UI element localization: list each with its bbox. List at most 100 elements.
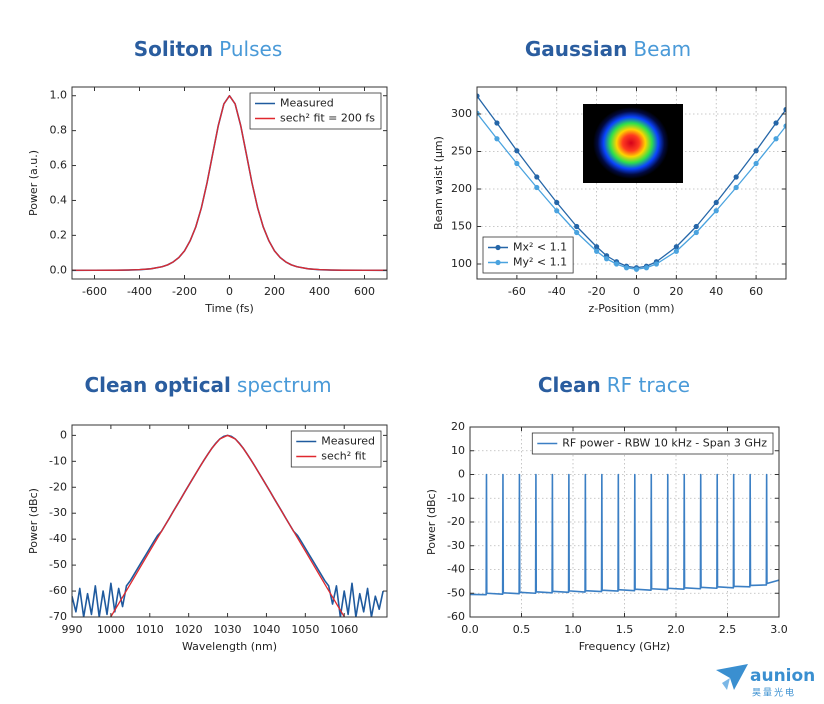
y-tick-label: -50 [447,586,465,599]
y-tick-label: 0.4 [50,193,68,206]
x-tick-label: 0.0 [461,623,479,636]
x-tick-label: 1030 [214,623,242,636]
y-tick-label: 0.6 [50,159,68,172]
x-tick-label: 1040 [252,623,280,636]
legend-box [531,432,774,455]
x-tick-label: -40 [548,285,566,298]
plot-data [477,93,786,272]
legend-label: Measured [321,435,375,448]
logo-subtext: 昊量光电 [752,687,796,699]
data-point [753,160,759,167]
x-tick-label: 0.5 [513,623,531,636]
data-point [594,248,600,254]
data-point [594,244,600,250]
series-line [109,434,346,617]
x-axis-label: Wavelength (nm) [182,640,277,653]
x-tick-label: 60 [749,285,763,298]
chart-title-part: Clean optical [84,373,230,397]
x-tick-label: 990 [62,623,83,636]
legend-marker [495,244,501,251]
y-axis-label: Power (dBc) [27,488,40,554]
plot-data [470,473,779,596]
data-point [574,229,580,236]
chart-title-part: Clean [538,373,601,397]
data-point [514,148,520,154]
y-tick-label: -60 [49,584,67,597]
y-axis-label: Beam waist (µm) [432,136,445,230]
chart-title: Gaussian Beam [525,37,691,61]
y-tick-label: -50 [49,558,67,571]
x-tick-label: 0 [633,285,640,298]
x-tick-label: 2.5 [719,623,737,636]
legend-label: sech² fit [321,450,366,463]
y-axis-label: Power (dBc) [425,489,438,555]
chart-title-part: Pulses [219,37,282,61]
x-tick-label: 1.0 [564,623,582,636]
data-point [494,136,500,142]
plot-data [72,94,387,272]
legend-label: Measured [280,97,334,110]
y-tick-label: 150 [451,220,472,233]
data-point [623,265,630,271]
legend-label: My² < 1.1 [513,256,567,269]
x-tick-label: 1060 [330,623,358,636]
x-tick-label: -60 [508,285,526,298]
y-axis-label: Power (a.u.) [27,150,40,216]
x-tick-label: 1010 [136,623,164,636]
series-line [477,112,786,270]
data-point [773,120,779,126]
chart-title: Clean RF trace [538,373,690,397]
y-tick-label: 0 [60,428,67,441]
chart-panel: Clean RF trace 0.0 0.5 1.0 1.5 2.0 2.5 3.0 -60 -50… [425,373,788,654]
data-point [713,199,719,206]
legend: RF power - RBW 10 kHz - Span 3 GHz [531,432,774,455]
data-point [514,160,520,167]
data-point [783,106,786,113]
plot-data [72,434,384,617]
data-point [477,110,480,116]
y-tick-label: 200 [451,182,472,195]
x-tick-label: 3.0 [770,623,788,636]
data-point [783,123,786,129]
data-point [753,148,759,154]
y-tick-label: 10 [451,444,465,457]
data-point [477,93,480,99]
y-tick-label: -10 [447,491,465,504]
plot-frame [476,86,787,280]
series-line [470,473,779,596]
y-tick-label: 250 [451,145,472,158]
x-tick-label: -600 [82,285,107,298]
data-point [733,174,739,180]
x-axis-label: z-Position (mm) [588,302,674,315]
legend-label: Mx² < 1.1 [513,241,567,254]
data-point [773,136,779,142]
data-point [733,184,739,191]
y-tick-label: 20 [451,420,465,433]
y-tick-label: -10 [49,454,67,467]
x-tick-label: 40 [709,285,723,298]
legend-box [290,430,382,468]
x-tick-label: 20 [669,285,683,298]
logo-icon-tail [722,678,730,690]
data-point [633,266,640,272]
y-tick-label: -30 [447,539,465,552]
data-point [554,199,560,206]
legend: Measured sech² fit = 200 fs [249,92,382,130]
data-point [534,184,540,191]
x-tick-label: 400 [309,285,330,298]
legend-label: RF power - RBW 10 kHz - Span 3 GHz [562,437,767,450]
data-point [673,248,679,254]
x-tick-label: 200 [264,285,285,298]
data-point [494,120,500,126]
x-tick-label: 2.0 [667,623,685,636]
logo: aunion 昊量光电 [716,664,815,699]
x-tick-label: -200 [172,285,197,298]
x-tick-label: 1020 [175,623,203,636]
legend-box [482,236,574,274]
y-tick-label: -20 [49,480,67,493]
series-line [72,95,387,271]
data-point [693,229,699,236]
y-tick-label: 0.0 [50,263,68,276]
data-point [643,265,650,271]
